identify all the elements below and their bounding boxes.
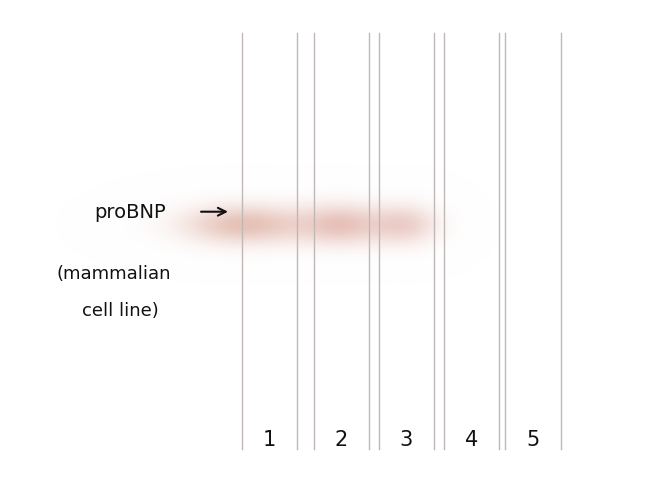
Text: (mammalian: (mammalian <box>57 264 171 282</box>
Text: proBNP: proBNP <box>94 203 166 222</box>
Text: 3: 3 <box>400 429 413 449</box>
Text: 4: 4 <box>465 429 478 449</box>
Text: 5: 5 <box>526 429 539 449</box>
Text: cell line): cell line) <box>82 301 159 319</box>
Text: 2: 2 <box>335 429 348 449</box>
Text: 1: 1 <box>263 429 276 449</box>
